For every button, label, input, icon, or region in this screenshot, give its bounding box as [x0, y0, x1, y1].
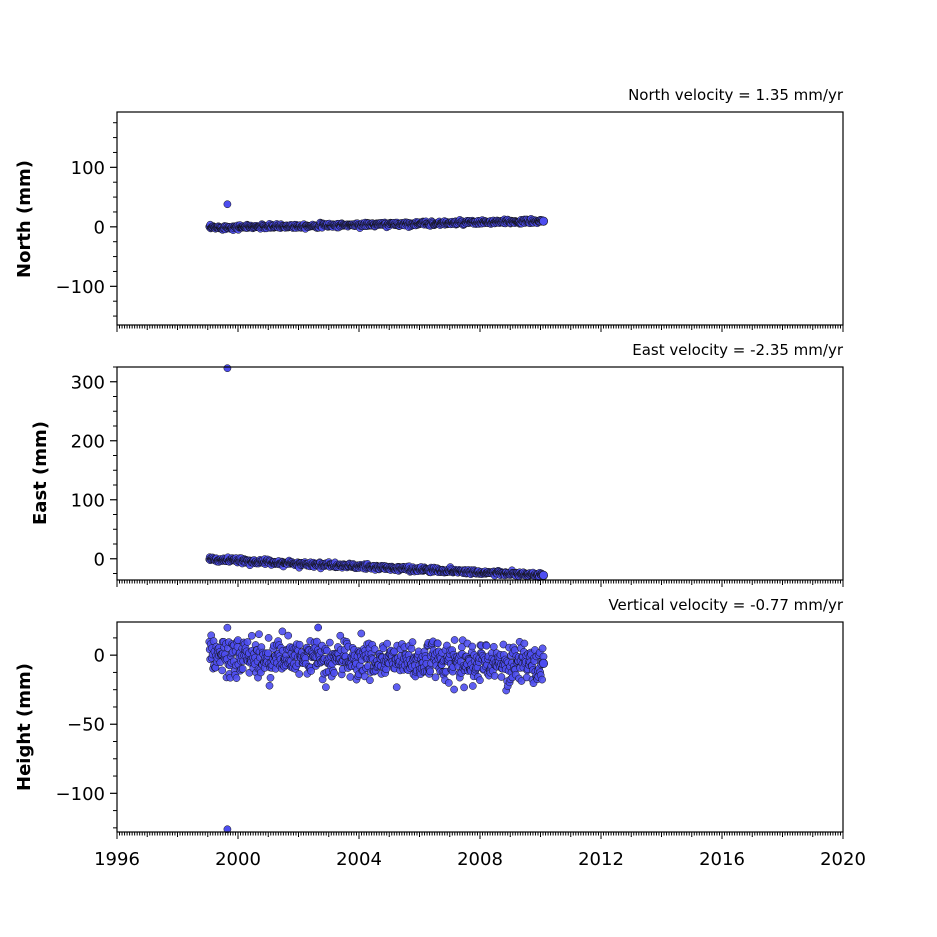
height-ytick-label: 0 [94, 646, 105, 667]
east-plot-frame [116, 366, 844, 581]
east-velocity-label: East velocity = -2.35 mm/yr [632, 341, 844, 359]
height-data-point [408, 638, 417, 646]
height-yticks: 0 −50 −100 [56, 637, 117, 829]
north-plot-frame [116, 111, 844, 326]
xtick-label: 2012 [578, 849, 624, 870]
height-ytick-label: −100 [56, 784, 105, 805]
height-data-point [433, 639, 442, 648]
height-data-point [264, 649, 272, 658]
xtick-label: 2008 [457, 849, 503, 870]
height-data-point [539, 658, 549, 668]
height-data-point [336, 631, 345, 640]
north-velocity-label: North velocity = 1.35 mm/yr [628, 86, 844, 104]
height-axis-label: Height (mm) [14, 663, 35, 791]
north-ytick-label: 100 [71, 158, 105, 179]
xtick-label: 2020 [820, 849, 866, 870]
xtick-label: 2004 [336, 849, 382, 870]
height-data-point [366, 676, 374, 685]
height-data-point [517, 677, 526, 685]
east-outlier-point [223, 364, 232, 373]
xtick-label: 1996 [94, 849, 140, 870]
height-data-point [330, 669, 338, 677]
height-data-point [468, 642, 477, 651]
east-axis-label: East (mm) [30, 421, 51, 525]
height-data-point [284, 631, 293, 640]
height-data-point [325, 638, 334, 647]
height-data-point [232, 674, 241, 682]
height-data-point [490, 672, 499, 680]
height-data-point [278, 627, 287, 636]
height-data-point [468, 682, 477, 690]
north-data-point [539, 216, 549, 226]
height-data-point [223, 623, 232, 632]
height-data-point [431, 673, 440, 682]
height-data-point [497, 673, 506, 681]
north-xticks [116, 325, 844, 332]
height-data-point [307, 667, 315, 675]
height-data-point [265, 681, 274, 690]
height-data-point [295, 640, 304, 649]
height-data-point [444, 679, 453, 687]
height-data-point [218, 666, 227, 675]
height-data-point [489, 642, 498, 651]
east-ytick-label: 200 [71, 431, 105, 452]
xtick-label: 2000 [215, 849, 261, 870]
east-ytick-label: 300 [71, 372, 105, 393]
x-axis-tick-labels: 1996 2000 2004 2008 2012 2016 2020 [94, 849, 866, 870]
north-outlier-point [223, 200, 232, 209]
height-data-point [255, 630, 263, 639]
height-data-point [426, 667, 435, 676]
vertical-velocity-label: Vertical velocity = -0.77 mm/yr [608, 596, 843, 614]
east-xticks [116, 580, 844, 587]
north-ytick-label: −100 [56, 277, 105, 298]
north-axis-label: North (mm) [14, 160, 35, 278]
height-data-point [322, 683, 330, 692]
north-panel: North velocity = 1.35 mm/yr North (mm) 1… [14, 86, 844, 332]
north-ytick-label: 0 [94, 217, 105, 238]
height-data-point [295, 670, 304, 678]
height-data-point [392, 683, 401, 692]
height-data-point [264, 634, 273, 642]
height-data-point [460, 683, 468, 692]
east-yticks: 300 200 100 0 [71, 366, 117, 575]
xtick-label: 2016 [699, 849, 745, 870]
east-ytick-label: 0 [94, 549, 105, 570]
east-panel: East velocity = -2.35 mm/yr East (mm) 30… [30, 341, 844, 587]
height-data-point [538, 644, 547, 653]
north-points [205, 200, 549, 234]
height-points [205, 623, 549, 834]
height-data-point [383, 639, 392, 648]
height-panel: Vertical velocity = -0.77 mm/yr Height (… [14, 596, 844, 839]
height-data-point [266, 673, 275, 682]
height-data-point [520, 639, 529, 648]
height-data-point [450, 636, 459, 644]
height-data-point [482, 641, 491, 650]
height-data-point [476, 676, 484, 685]
height-data-point [407, 644, 416, 653]
north-yticks: 100 0 −100 [56, 122, 117, 317]
height-data-point [538, 675, 546, 684]
east-points [205, 364, 549, 582]
east-data-point [539, 570, 549, 580]
height-xticks [116, 832, 844, 839]
height-outlier-point [223, 825, 232, 834]
height-data-point [247, 631, 256, 640]
height-data-point [243, 638, 252, 646]
height-ytick-label: −50 [67, 715, 105, 736]
height-data-point [357, 629, 366, 638]
east-ytick-label: 100 [71, 490, 105, 511]
height-data-point [323, 646, 331, 655]
height-outlier-point [314, 623, 323, 632]
height-data-point [450, 685, 458, 694]
height-data-point [313, 637, 321, 646]
height-data-point [360, 672, 369, 681]
height-data-point [238, 664, 247, 673]
height-data-point [370, 645, 379, 654]
height-plot-frame [116, 621, 844, 833]
